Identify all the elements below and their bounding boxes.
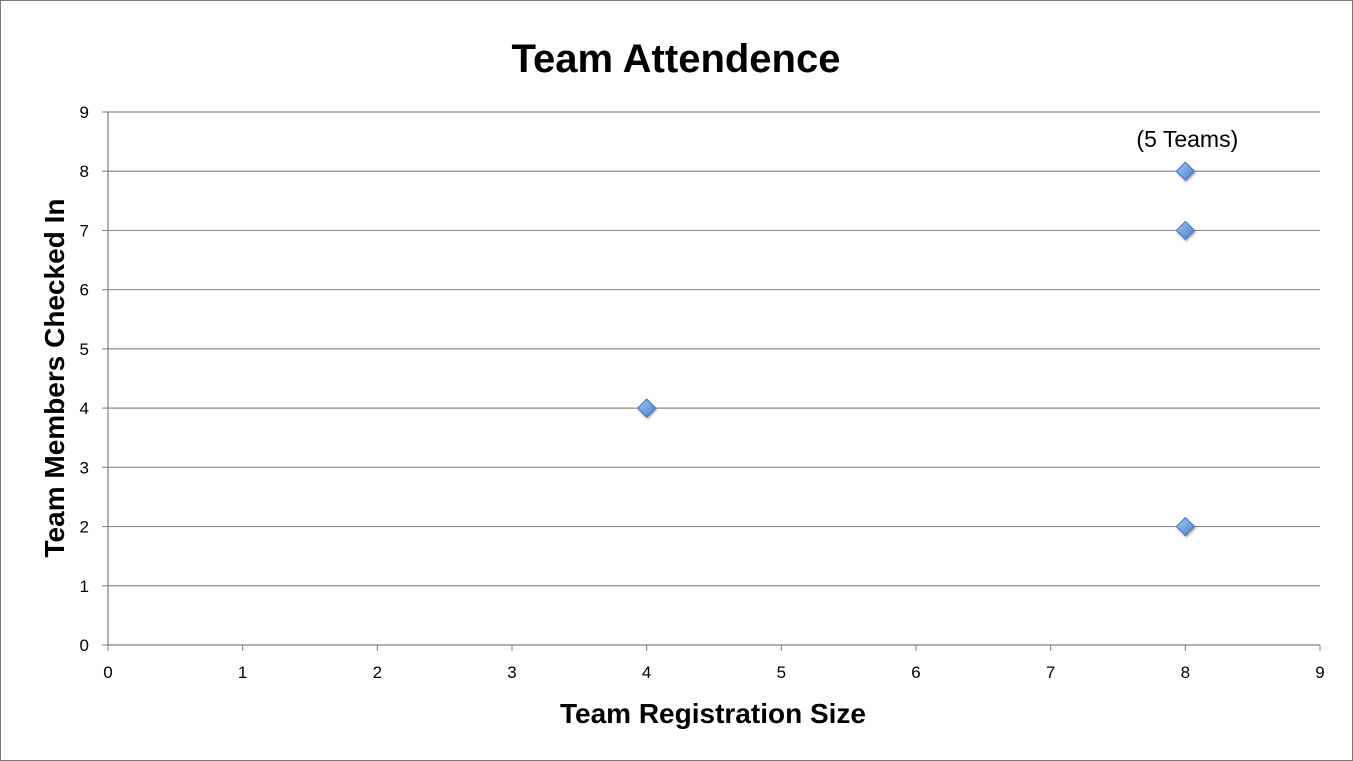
y-tick-label: 7 [80, 221, 89, 240]
y-tick-label: 2 [80, 518, 89, 537]
x-tick-labels: 0 1 2 3 4 5 6 7 8 9 [103, 663, 1324, 682]
y-tick-label: 9 [80, 103, 89, 122]
y-tick-label: 3 [80, 458, 89, 477]
data-point [1175, 220, 1196, 241]
x-tick-label: 8 [1181, 663, 1190, 682]
x-tick-label: 3 [507, 663, 516, 682]
data-point [1175, 516, 1196, 537]
y-tick-label: 4 [80, 399, 89, 418]
annotation-label: (5 Teams) [1136, 126, 1238, 152]
x-tick-label: 5 [777, 663, 786, 682]
annotations: (5 Teams) [1136, 126, 1238, 152]
y-axis-title: Team Members Checked In [39, 199, 70, 558]
x-tick-label: 6 [911, 663, 920, 682]
y-tick-label: 5 [80, 340, 89, 359]
x-tick-label: 0 [103, 663, 112, 682]
x-tick-label: 4 [642, 663, 651, 682]
y-tick-labels: 0 1 2 3 4 5 6 7 8 9 [80, 103, 89, 655]
x-tick-label: 7 [1046, 663, 1055, 682]
chart-title: Team Attendence [512, 37, 841, 81]
x-tick-label: 1 [238, 663, 247, 682]
x-tick-label: 9 [1315, 663, 1324, 682]
gridlines [108, 111, 1320, 587]
y-tick-label: 6 [80, 281, 89, 300]
x-axis-title: Team Registration Size [560, 698, 866, 729]
data-point [636, 398, 657, 418]
x-tick-label: 2 [373, 663, 382, 682]
y-tick-label: 8 [80, 162, 89, 181]
data-point [1175, 161, 1196, 181]
y-tick-label: 1 [80, 577, 89, 596]
y-tick-label: 0 [80, 636, 89, 655]
data-points [636, 161, 1196, 537]
axes [102, 111, 1321, 651]
